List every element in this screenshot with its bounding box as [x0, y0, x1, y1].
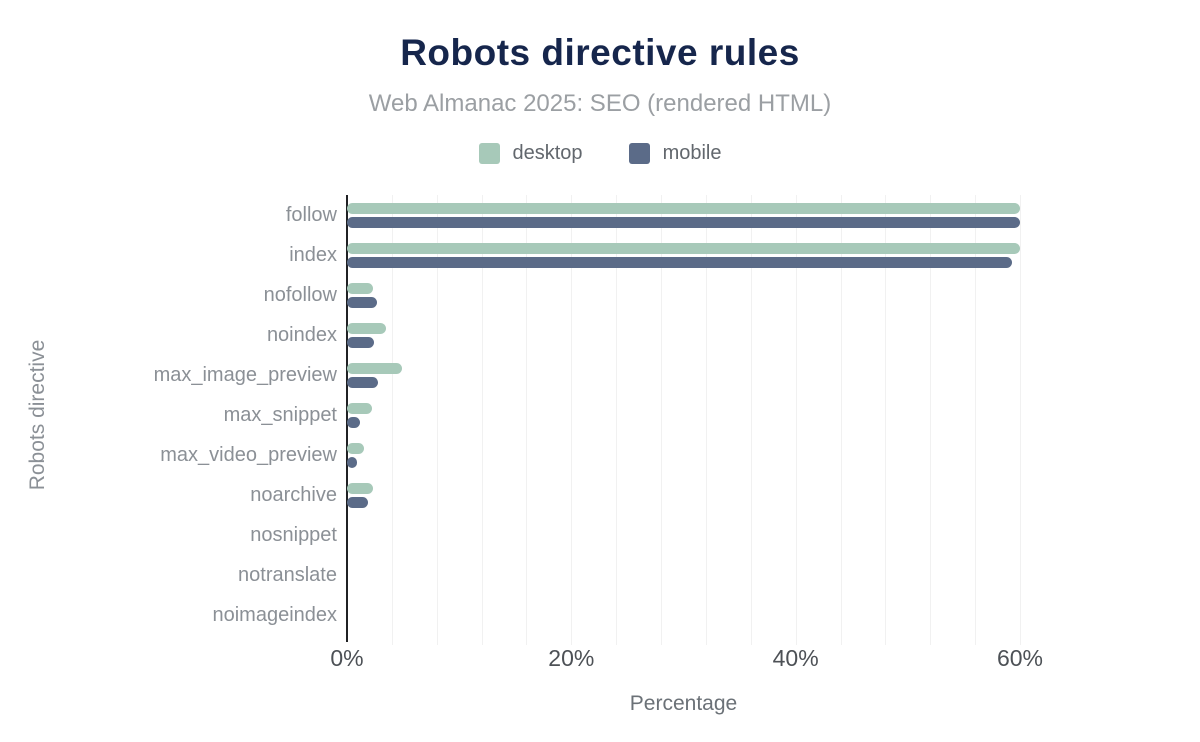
bar-group — [347, 362, 402, 388]
legend-item-mobile[interactable]: mobile — [628, 142, 722, 165]
bar-group — [347, 402, 372, 428]
x-tick-label-60%: 60% — [996, 645, 1044, 671]
mobile-bar-noindex[interactable] — [347, 336, 374, 348]
gridline — [705, 195, 707, 645]
desktop-bar-max_video_preview[interactable] — [347, 442, 364, 454]
bar-group — [347, 482, 373, 508]
gridline — [616, 195, 618, 645]
gridline — [526, 195, 528, 645]
mobile-swatch-icon — [628, 143, 650, 164]
legend-label-desktop: desktop — [512, 142, 583, 164]
gridline — [750, 195, 752, 645]
gridline — [1020, 195, 1021, 645]
category-label: noimageindex — [212, 603, 337, 626]
bar-row-max_snippet: max_snippet — [137, 395, 1037, 435]
mobile-bar-max_snippet[interactable] — [347, 416, 361, 428]
category-label: noarchive — [250, 483, 337, 506]
chart-subtitle: Web Almanac 2025: SEO (rendered HTML) — [368, 90, 832, 117]
mobile-bar-noarchive[interactable] — [347, 496, 369, 508]
category-label: noindex — [266, 323, 337, 346]
bar-row-noimageindex: noimageindex — [137, 595, 1037, 635]
bar-row-index: index — [137, 235, 1037, 275]
gridline — [391, 195, 393, 645]
category-label: max_snippet — [223, 403, 337, 426]
y-axis-title: Robots directive — [26, 339, 49, 491]
category-label: max_video_preview — [160, 443, 337, 466]
bar-group — [347, 282, 378, 308]
chart-legend: desktop mobile — [0, 142, 1200, 165]
x-tick-label-40%: 40% — [772, 645, 819, 671]
bar-row-max_image_preview: max_image_preview — [137, 355, 1037, 395]
gridline — [885, 195, 887, 645]
bar-row-max_video_preview: max_video_preview — [137, 435, 1037, 475]
category-label: follow — [285, 203, 337, 226]
bar-row-notranslate: notranslate — [137, 555, 1037, 595]
gridline — [930, 195, 932, 645]
desktop-bar-max_image_preview[interactable] — [347, 362, 402, 374]
mobile-bar-index[interactable] — [347, 256, 1013, 268]
mobile-bar-follow[interactable] — [347, 216, 1020, 228]
gridline — [975, 195, 977, 645]
legend-label-mobile: mobile — [662, 142, 722, 164]
mobile-bar-max_video_preview[interactable] — [347, 456, 358, 468]
bar-group — [347, 202, 1020, 228]
bar-group — [347, 242, 1020, 268]
desktop-bar-follow[interactable] — [347, 202, 1020, 214]
x-tick-label-0%: 0% — [330, 645, 364, 671]
bar-group — [347, 322, 387, 348]
mobile-bar-nofollow[interactable] — [347, 296, 378, 308]
bar-row-noarchive: noarchive — [137, 475, 1037, 515]
category-label: nofollow — [263, 283, 337, 306]
desktop-bar-index[interactable] — [347, 242, 1020, 254]
category-label: notranslate — [238, 563, 337, 586]
legend-item-desktop[interactable]: desktop — [478, 142, 583, 165]
chart-title: Robots directive rules — [400, 32, 800, 73]
mobile-bar-max_image_preview[interactable] — [347, 376, 379, 388]
category-label: nosnippet — [250, 523, 337, 546]
bar-rows: follow index nofollow noindex max_image_prev… — [137, 195, 1037, 635]
bar-row-noindex: noindex — [137, 315, 1037, 355]
desktop-swatch-icon — [478, 143, 500, 164]
desktop-bar-noarchive[interactable] — [347, 482, 373, 494]
x-axis-title: Percentage — [629, 692, 738, 715]
desktop-bar-noindex[interactable] — [347, 322, 387, 334]
category-label: max_image_preview — [153, 363, 337, 386]
gridline — [436, 195, 438, 645]
desktop-bar-nofollow[interactable] — [347, 282, 373, 294]
desktop-bar-max_snippet[interactable] — [347, 402, 372, 414]
gridline — [661, 195, 663, 645]
gridline — [840, 195, 842, 645]
bar-row-follow: follow — [137, 195, 1037, 235]
bar-row-nofollow: nofollow — [137, 275, 1037, 315]
x-tick-label-20%: 20% — [548, 645, 595, 671]
x-axis-ticks: 0% 20% 40% 60% — [0, 645, 1200, 675]
gridline — [795, 195, 797, 645]
category-label: index — [289, 243, 337, 266]
gridline — [571, 195, 573, 645]
bar-row-nosnippet: nosnippet — [137, 515, 1037, 555]
bar-group — [347, 442, 364, 468]
gridline — [481, 195, 483, 645]
